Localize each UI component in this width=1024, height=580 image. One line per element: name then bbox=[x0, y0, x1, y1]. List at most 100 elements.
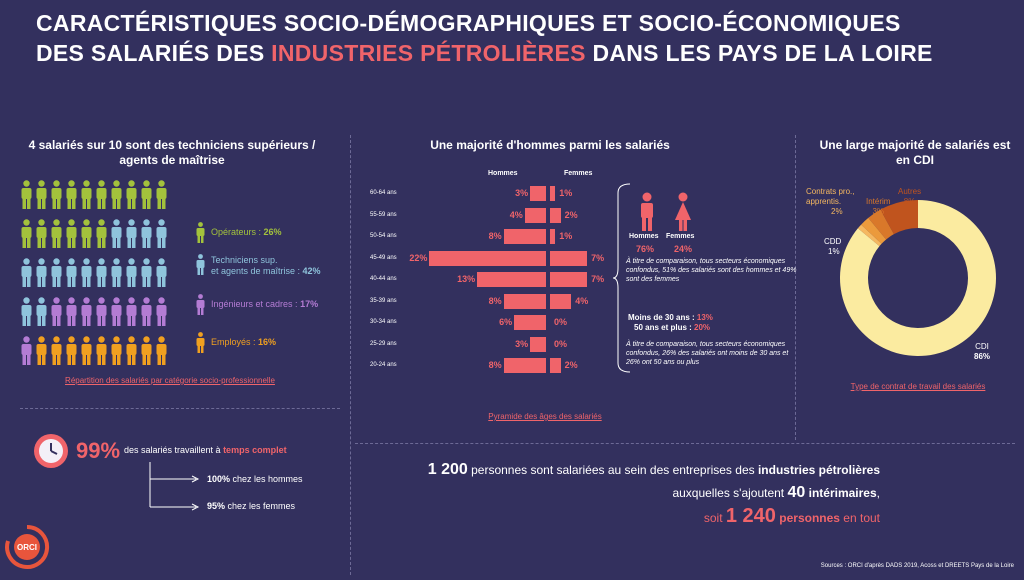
label-cdi-value: 86% bbox=[974, 352, 991, 361]
person-icon bbox=[126, 297, 137, 326]
label-pro-value: 2% bbox=[831, 207, 843, 216]
plus50-value: 20% bbox=[694, 323, 711, 332]
totals-t3c: en tout bbox=[839, 511, 880, 525]
temps-pct: 99% bbox=[76, 438, 121, 463]
person-icon bbox=[36, 258, 47, 287]
bar-femmes bbox=[550, 229, 556, 244]
person-icon bbox=[81, 297, 92, 326]
orci-logo: ORCI bbox=[5, 524, 50, 569]
temps-femmes-value: 95% bbox=[207, 501, 226, 511]
people-row bbox=[20, 297, 200, 336]
label-hommes: 3% bbox=[515, 188, 529, 198]
totals-line-3: soit 1 240 personnes en tout bbox=[380, 504, 880, 530]
totals-n1: 1 200 bbox=[427, 461, 468, 478]
csp-caption[interactable]: Répartition des salariés par catégorie s… bbox=[65, 376, 275, 385]
person-icon bbox=[141, 336, 152, 365]
person-icon bbox=[36, 180, 47, 209]
totals-t1: personnes sont salariées au sein des ent… bbox=[467, 463, 758, 477]
age-label: 35-39 ans bbox=[370, 297, 397, 304]
label-pro: Contrats pro., apprentis. 2% bbox=[806, 187, 854, 217]
legend-text: Ingénieurs et cadres : 17% bbox=[211, 299, 319, 309]
people-grid bbox=[20, 180, 200, 375]
side-femmes-pct: 24% bbox=[674, 244, 693, 254]
pyramid-femmes-header: Femmes bbox=[564, 170, 593, 177]
source: Sources : ORCI d'après DADS 2019, Acoss … bbox=[820, 563, 1014, 569]
pyramid-hommes-header: Hommes bbox=[488, 170, 518, 177]
donut-slice bbox=[840, 200, 996, 356]
moins30: Moins de 30 ans : 13% bbox=[628, 313, 713, 322]
donut-slice bbox=[868, 209, 894, 240]
person-icon bbox=[96, 180, 107, 209]
person-icon bbox=[81, 336, 92, 365]
people-row bbox=[20, 219, 200, 258]
label-femmes: 1% bbox=[559, 231, 573, 241]
age-label: 45-49 ans bbox=[370, 254, 397, 261]
person-icon bbox=[21, 336, 32, 365]
age-label: 25-29 ans bbox=[370, 340, 397, 347]
person-icon bbox=[66, 180, 77, 209]
side-femmes-label: Femmes bbox=[666, 233, 695, 240]
contrat-caption[interactable]: Type de contrat de travail des salariés bbox=[850, 382, 986, 391]
temps-hommes: 100% chez les hommes bbox=[207, 474, 303, 484]
person-icon bbox=[111, 336, 122, 365]
bar-hommes bbox=[503, 293, 546, 309]
donut-slice bbox=[880, 200, 918, 235]
label-femmes: 4% bbox=[575, 295, 589, 306]
label-hommes: 8% bbox=[488, 295, 502, 306]
person-icon bbox=[81, 219, 92, 248]
person-icon bbox=[51, 219, 62, 248]
label-interim-text: Intérim bbox=[866, 197, 891, 206]
legend-person-icon bbox=[196, 254, 205, 275]
moins30-value: 13% bbox=[696, 313, 713, 322]
age-label: 40-44 ans bbox=[370, 276, 397, 282]
person-icon bbox=[156, 258, 167, 287]
person-icon bbox=[126, 219, 137, 248]
label-cdd: CDD 1% bbox=[824, 237, 841, 257]
separator-2 bbox=[795, 135, 796, 440]
csp-title: 4 salariés sur 10 sont des techniciens s… bbox=[28, 138, 316, 167]
totals-n2: 40 bbox=[787, 484, 806, 501]
temps-text-bold: temps complet bbox=[223, 445, 287, 455]
donut-slice bbox=[861, 217, 887, 244]
person-icon bbox=[156, 219, 167, 248]
person-icon bbox=[126, 336, 137, 365]
temps-tree bbox=[149, 462, 200, 511]
bar-hommes bbox=[503, 358, 546, 373]
label-cdd-value: 1% bbox=[828, 247, 840, 256]
label-hommes: 3% bbox=[515, 338, 529, 349]
label-pro-2: apprentis. bbox=[806, 197, 842, 206]
person-icon bbox=[21, 219, 32, 248]
label-autres-value: 8% bbox=[903, 197, 916, 206]
legend-text: Techniciens sup. et agents de maîtrise : … bbox=[211, 255, 321, 276]
temps-text: des salariés travaillent à temps complet bbox=[124, 445, 287, 455]
label-hommes: 22% bbox=[409, 252, 428, 263]
person-icon bbox=[51, 180, 62, 209]
label-femmes: 7% bbox=[591, 252, 605, 263]
person-icon bbox=[81, 180, 92, 209]
legend-person-icon bbox=[196, 294, 205, 315]
person-icon bbox=[111, 258, 122, 287]
totals-t2b: intérimaires bbox=[805, 486, 877, 500]
age-label: 60-64 ans bbox=[370, 190, 397, 196]
person-icon bbox=[21, 297, 32, 326]
totals: 1 200 personnes sont salariées au sein d… bbox=[380, 460, 880, 530]
page-title: CARACTÉRISTIQUES SOCIO-DÉMOGRAPHIQUES ET… bbox=[36, 8, 933, 68]
totals-t3b: personnes bbox=[775, 511, 840, 525]
person-icon bbox=[126, 258, 137, 287]
title-line-2: DES SALARIÉS DES INDUSTRIES PÉTROLIÈRES … bbox=[36, 38, 933, 68]
person-icon bbox=[66, 219, 77, 248]
label-autres-text: Autres bbox=[898, 187, 922, 196]
person-icon bbox=[66, 258, 77, 287]
person-icon bbox=[156, 297, 167, 326]
bar-hommes bbox=[429, 250, 546, 266]
bar-femmes bbox=[550, 293, 572, 309]
person-icon bbox=[111, 180, 122, 209]
title-line-2-pre: DES SALARIÉS DES bbox=[36, 40, 272, 66]
person-icon bbox=[21, 258, 32, 287]
totals-line-2: auxquelles s'ajoutent 40 intérimaires, bbox=[380, 482, 880, 504]
label-femmes: 0% bbox=[554, 317, 568, 327]
totals-t2c: , bbox=[876, 486, 880, 500]
person-icon bbox=[156, 336, 167, 365]
label-femmes: 2% bbox=[564, 360, 578, 370]
pyramid-caption[interactable]: Pyramide des âges des salariés bbox=[488, 412, 602, 421]
